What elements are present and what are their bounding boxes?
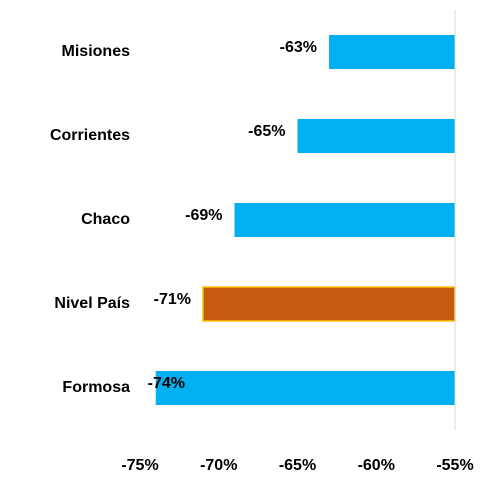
y-tick-label: Formosa — [62, 379, 130, 396]
y-tick-label: Misiones — [62, 43, 131, 60]
y-tick-label: Nivel País — [54, 295, 130, 312]
bar — [234, 203, 455, 237]
bar — [297, 119, 455, 153]
data-label: -69% — [185, 207, 222, 224]
data-label: -63% — [280, 39, 317, 56]
bar — [155, 371, 455, 405]
x-tick-label: -65% — [279, 457, 316, 474]
data-label: -71% — [154, 291, 191, 308]
bar — [202, 286, 456, 322]
x-tick-label: -70% — [200, 457, 237, 474]
x-tick-label: -55% — [436, 457, 473, 474]
y-tick-label: Chaco — [81, 211, 130, 228]
x-tick-label: -75% — [121, 457, 158, 474]
bar — [329, 35, 455, 69]
data-label: -65% — [248, 123, 285, 140]
y-tick-label: Corrientes — [50, 127, 130, 144]
x-tick-label: -60% — [358, 457, 395, 474]
data-label: -74% — [148, 375, 185, 392]
